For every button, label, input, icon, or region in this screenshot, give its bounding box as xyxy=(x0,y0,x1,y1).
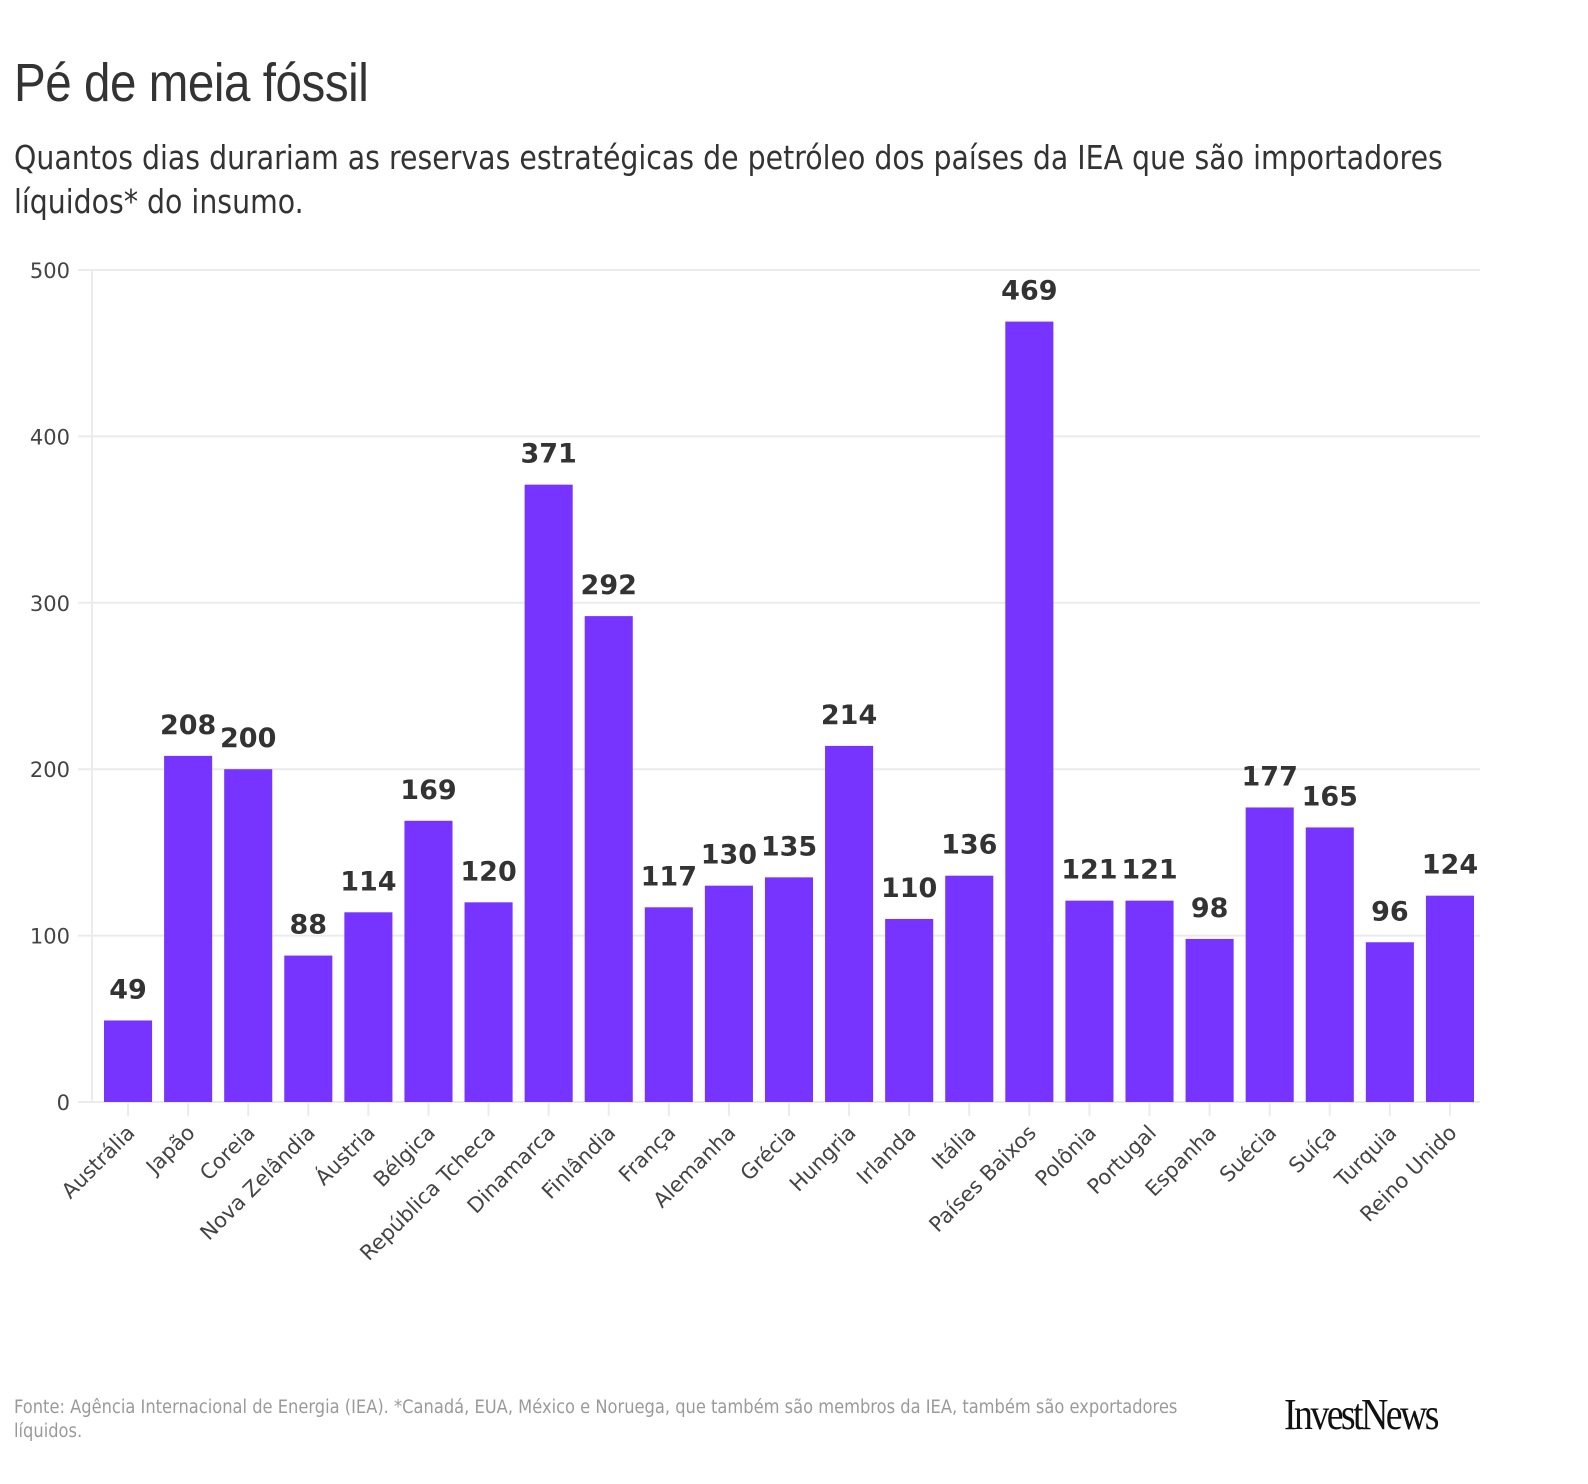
bar xyxy=(1125,900,1174,1102)
y-tick-label: 400 xyxy=(30,425,70,449)
data-label: 117 xyxy=(641,861,697,892)
y-tick-label: 100 xyxy=(30,925,70,949)
x-tick-label: Países Baixos xyxy=(924,1121,1040,1237)
y-axis: 0 100 200 300 400 500 xyxy=(30,259,70,1115)
bar xyxy=(1425,895,1474,1102)
data-label: 49 xyxy=(109,974,147,1005)
x-tick-label: Itália xyxy=(927,1121,981,1175)
data-label: 110 xyxy=(881,873,937,904)
x-tick-label: Irlanda xyxy=(852,1121,921,1190)
bar xyxy=(825,745,874,1102)
x-tick-label: Áustria xyxy=(310,1120,380,1190)
investnews-logo: InvestNews xyxy=(1284,1390,1439,1439)
data-label: 208 xyxy=(160,710,216,741)
bar xyxy=(1305,827,1354,1102)
x-tick-label: Suíça xyxy=(1284,1121,1341,1178)
data-label: 165 xyxy=(1302,781,1358,812)
chart-title: Pé de meia fóssil xyxy=(14,53,369,113)
data-label: 135 xyxy=(761,831,817,862)
data-label: 136 xyxy=(941,830,997,861)
data-label: 130 xyxy=(701,840,757,871)
data-label: 177 xyxy=(1242,761,1298,792)
bar xyxy=(1065,900,1114,1102)
bar xyxy=(104,1020,153,1102)
bar xyxy=(704,885,753,1102)
data-label: 96 xyxy=(1371,896,1409,927)
source-note: Fonte: Agência Internacional de Energia … xyxy=(14,1397,1178,1442)
data-label: 124 xyxy=(1422,850,1478,881)
bar xyxy=(284,955,333,1102)
bar xyxy=(344,912,393,1102)
bar xyxy=(764,877,814,1102)
bar xyxy=(1365,942,1414,1102)
bar xyxy=(1245,807,1294,1102)
data-label: 371 xyxy=(520,439,576,470)
data-label: 469 xyxy=(1001,276,1057,307)
bar xyxy=(1185,938,1234,1102)
data-label: 214 xyxy=(821,700,877,731)
data-label: 120 xyxy=(460,856,516,887)
bar xyxy=(404,820,453,1102)
bar xyxy=(945,875,994,1102)
y-tick-label: 0 xyxy=(57,1091,70,1115)
y-tick-label: 300 xyxy=(30,592,70,616)
data-label: 121 xyxy=(1061,855,1117,886)
bar xyxy=(885,918,934,1102)
bar xyxy=(1005,321,1054,1103)
bars xyxy=(104,321,1474,1103)
bar xyxy=(584,616,633,1102)
data-label: 121 xyxy=(1121,855,1177,886)
y-tick-label: 200 xyxy=(30,758,70,782)
y-tick-label: 500 xyxy=(30,259,70,283)
bar xyxy=(464,902,513,1102)
data-label: 98 xyxy=(1191,893,1229,924)
chart-subtitle: Quantos dias durariam as reservas estrat… xyxy=(14,138,1443,221)
data-label: 114 xyxy=(340,866,396,897)
x-tick-label: Japão xyxy=(140,1121,199,1180)
bar xyxy=(164,755,213,1102)
bar xyxy=(644,907,693,1102)
x-tick-label: Hungria xyxy=(785,1121,861,1197)
x-tick-label: Austrália xyxy=(57,1121,140,1204)
bar xyxy=(224,769,273,1102)
data-label: 200 xyxy=(220,723,276,754)
data-label: 292 xyxy=(581,570,637,601)
x-tick-label: Suécia xyxy=(1215,1121,1281,1187)
data-label: 169 xyxy=(400,775,456,806)
bar xyxy=(524,484,573,1102)
data-label: 88 xyxy=(290,910,328,941)
